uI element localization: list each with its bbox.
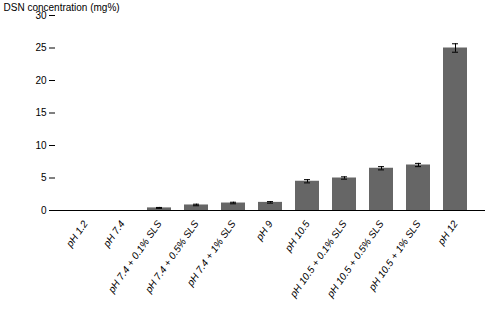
svg-text:25: 25: [35, 42, 47, 53]
svg-text:pH 9: pH 9: [253, 218, 275, 243]
svg-text:pH 10.5 + 0.1% SLS: pH 10.5 + 0.1% SLS: [287, 218, 349, 300]
svg-text:pH 10.5 + 1% SLS: pH 10.5 + 1% SLS: [366, 218, 423, 293]
svg-text:15: 15: [35, 107, 47, 118]
svg-text:30: 30: [35, 9, 47, 21]
svg-text:pH 12: pH 12: [435, 218, 460, 247]
svg-text:pH 7.4 + 0.5% SLS: pH 7.4 + 0.5% SLS: [142, 218, 201, 295]
svg-text:0: 0: [41, 205, 47, 216]
svg-text:10: 10: [35, 140, 47, 151]
svg-text:pH 1.2: pH 1.2: [63, 218, 90, 250]
svg-text:pH 7.4 + 1% SLS: pH 7.4 + 1% SLS: [184, 218, 238, 288]
svg-text:20: 20: [35, 75, 47, 86]
svg-text:pH 10.5 + 0.5% SLS: pH 10.5 + 0.5% SLS: [324, 218, 386, 300]
svg-text:pH 10.5: pH 10.5: [282, 218, 312, 254]
svg-text:5: 5: [41, 172, 47, 183]
svg-text:DSN concentration (mg%): DSN concentration (mg%): [4, 2, 120, 13]
svg-text:pH 7.4: pH 7.4: [100, 218, 127, 250]
svg-text:pH 7.4 + 0.1% SLS: pH 7.4 + 0.1% SLS: [105, 218, 164, 295]
